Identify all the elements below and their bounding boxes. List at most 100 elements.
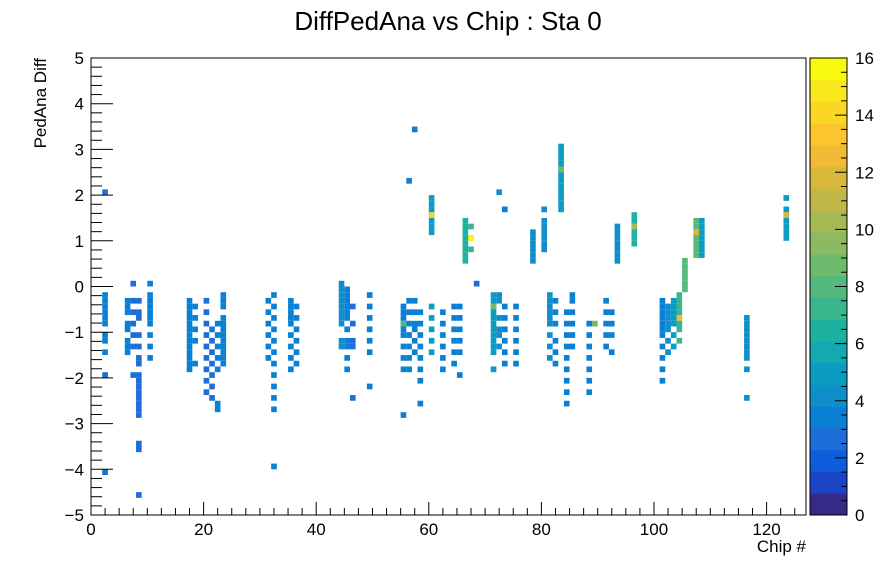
heatmap-bin (563, 400, 570, 407)
heatmap-bin (558, 166, 564, 173)
heatmap-bin (338, 309, 345, 316)
heatmap-bin (665, 320, 671, 327)
heatmap-bin (271, 463, 277, 470)
colorbar-segment (810, 210, 847, 233)
heatmap-bin (513, 360, 519, 367)
colorbar-tick-label: 0 (855, 506, 864, 525)
heatmap-bin (659, 303, 666, 310)
heatmap-bin (513, 349, 519, 356)
heatmap-bin (428, 349, 435, 356)
y-tick-label: 4 (75, 95, 84, 114)
heatmap-bin (558, 172, 564, 178)
heatmap-bin (124, 320, 131, 327)
heatmap-bin (490, 349, 497, 356)
heatmap-bin (608, 349, 615, 356)
x-tick-label: 120 (752, 520, 780, 539)
heatmap-bin (699, 252, 705, 258)
heatmap-bin (558, 160, 564, 167)
heatmap-bin (783, 217, 790, 224)
heatmap-bin (603, 297, 609, 304)
heatmap-bin (344, 292, 350, 298)
heatmap-bin (558, 183, 564, 190)
heatmap-bin (496, 343, 502, 350)
heatmap-bin (563, 309, 570, 316)
heatmap-bin (490, 332, 497, 338)
heatmap-bin (344, 303, 350, 310)
heatmap-bin (271, 292, 277, 298)
y-tick-label: 0 (75, 278, 84, 297)
heatmap-bin (417, 309, 424, 316)
heatmap-bin (400, 366, 407, 373)
heatmap-bin (338, 337, 345, 344)
heatmap-bin (631, 212, 638, 218)
heatmap-bin (670, 303, 677, 310)
heatmap-bin (693, 235, 700, 241)
x-tick-label: 40 (307, 520, 326, 539)
colorbar-segment (810, 145, 847, 168)
heatmap-bin (271, 349, 277, 356)
heatmap-bin (192, 360, 198, 367)
heatmap-bin (186, 349, 193, 356)
heatmap-bin (349, 395, 356, 401)
heatmap-bin (608, 309, 615, 316)
heatmap-bin (186, 315, 193, 321)
heatmap-bin (547, 315, 553, 321)
heatmap-bin (659, 297, 666, 304)
heatmap-bin (214, 406, 221, 413)
heatmap-bin (102, 320, 108, 327)
heatmap-bin (366, 337, 373, 344)
heatmap-bin (265, 355, 272, 361)
heatmap-bin (203, 377, 210, 384)
heatmap-bin (428, 337, 435, 344)
heatmap-bin (501, 206, 508, 213)
heatmap-bin (541, 246, 548, 253)
heatmap-bin (288, 332, 294, 338)
heatmap-bin (338, 320, 345, 327)
colorbar-segment (810, 471, 847, 494)
heatmap-bin (608, 320, 615, 327)
heatmap-bin (288, 343, 294, 350)
colorbar-segment (810, 319, 847, 342)
heatmap-bin (513, 315, 519, 321)
heatmap-bin (400, 309, 407, 316)
heatmap-bin (349, 303, 356, 310)
heatmap-bin (406, 355, 412, 361)
heatmap-bin (406, 297, 412, 304)
heatmap-bin (130, 297, 137, 304)
heatmap-bin (147, 292, 153, 298)
heatmap-bin (530, 229, 536, 236)
heatmap-bin (124, 309, 131, 316)
heatmap-bin (670, 297, 677, 304)
heatmap-bin (501, 326, 508, 333)
heatmap-bin (203, 389, 210, 396)
heatmap-bin (366, 326, 373, 333)
heatmap-bin (130, 372, 137, 378)
colorbar-tick-label: 14 (855, 106, 874, 125)
heatmap-bin (147, 355, 153, 361)
heatmap-bin (349, 337, 356, 344)
heatmap-bin (440, 343, 446, 350)
heatmap-bin (293, 326, 300, 333)
heatmap-bin (271, 326, 277, 333)
heatmap-bin (659, 355, 666, 361)
heatmap-bin (406, 309, 412, 316)
heatmap-bin (569, 320, 576, 327)
heatmap-bin (563, 320, 570, 327)
heatmap-bin (102, 303, 108, 310)
tick-labels: 0 20 40 60 80 100 120 −5 −4 −3 −2 −1 0 1 2 3 4 5 (65, 49, 781, 539)
heatmap-bin (209, 395, 215, 401)
y-tick-label: −5 (65, 506, 84, 525)
heatmap-bin (288, 366, 294, 373)
heatmap-bin (147, 320, 153, 327)
heatmap-bin (288, 303, 294, 310)
heatmap-bin (214, 332, 221, 338)
y-tick-label: 5 (75, 49, 84, 68)
heatmap-bin (513, 303, 519, 310)
heatmap-bin (349, 320, 356, 327)
heatmap-bin (209, 349, 215, 356)
heatmap-bin (366, 383, 373, 390)
heatmap-bin (665, 337, 671, 344)
heatmap-bin (344, 355, 350, 361)
heatmap-bin (130, 309, 137, 316)
